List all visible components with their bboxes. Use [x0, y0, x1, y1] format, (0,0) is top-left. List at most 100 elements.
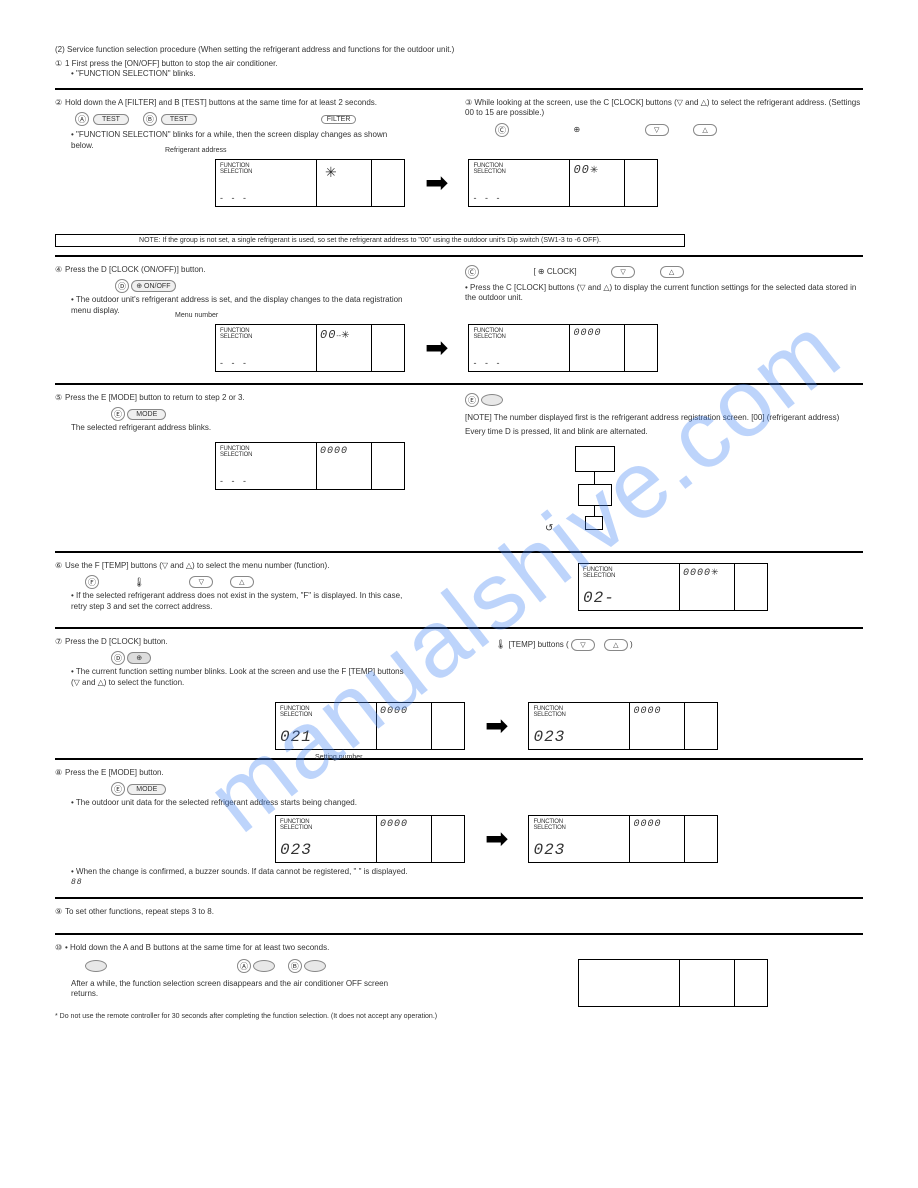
footer-note: * Do not use the remote controller for 3…	[55, 1013, 863, 1020]
step7-text2: • The current function setting number bl…	[71, 667, 411, 688]
step-num-1: ①	[55, 59, 62, 68]
step10-text3: After a while, the function selection sc…	[71, 979, 411, 1000]
lcd-display-4: FUNCTION SELECTION - - - 0000	[468, 324, 658, 372]
step8-text: Press the E [MODE] button.	[65, 768, 405, 778]
clock-icon: ⊕	[573, 125, 580, 134]
lcd-display-8: FUNCTION SELECTION 023 0000	[528, 702, 718, 750]
step7-text: Press the D [CLOCK] button.	[65, 637, 405, 647]
step2-text2: • "FUNCTION SELECTION" blinks for a whil…	[71, 130, 411, 151]
divider	[55, 758, 863, 760]
step-num-10: ⑩	[55, 943, 62, 952]
arrow-icon: ➡	[485, 822, 508, 855]
step8-text2: • The outdoor unit data for the selected…	[71, 798, 411, 808]
lcd-display-1: FUNCTION SELECTION - - - ✳	[215, 159, 405, 207]
button-marker-f: Ⓕ	[85, 575, 99, 589]
down-button-4[interactable]: ▽	[571, 639, 595, 651]
step1-block: ① 1 First press the [ON/OFF] button to s…	[55, 59, 863, 80]
button-marker-c2: Ⓒ	[465, 265, 479, 279]
step5-right: Ⓔ [NOTE] The number displayed first is t…	[465, 393, 839, 536]
arrow-icon: ➡	[425, 331, 448, 364]
down-button-3[interactable]: ▽	[189, 576, 213, 588]
up-button-4[interactable]: △	[604, 639, 628, 651]
step1-sub: • "FUNCTION SELECTION" blinks.	[71, 69, 411, 79]
step5-block: ⑤ Press the E [MODE] button to return to…	[55, 393, 863, 543]
divider	[55, 551, 863, 553]
step4-right: Ⓒ [ ⊕ CLOCK] ▽ △ • Press the C [CLOCK] b…	[465, 265, 863, 304]
step-num-5: ⑤	[55, 393, 62, 402]
button-marker-a2: Ⓐ	[237, 959, 251, 973]
down-button-2[interactable]: ▽	[611, 266, 635, 278]
step2-block: ② Hold down the A [FILTER] and B [TEST] …	[55, 98, 863, 228]
step4-text: Press the D [CLOCK (ON/OFF)] button.	[65, 265, 405, 275]
step5-text: Press the E [MODE] button to return to s…	[65, 393, 405, 403]
step4-right-text: • Press the C [CLOCK] buttons (▽ and △) …	[465, 283, 863, 304]
button-marker-b2: Ⓑ	[288, 959, 302, 973]
lead-label-2: Menu number	[175, 312, 218, 319]
oval-button-a[interactable]	[85, 960, 107, 972]
oval-button-3[interactable]	[304, 960, 326, 972]
step5-sub: Every time D is pressed, lit and blink a…	[465, 427, 839, 437]
onoff-button[interactable]: ⊕ ON/OFF	[131, 280, 175, 292]
lcd-display-7: FUNCTION SELECTION 021 0000	[275, 702, 465, 750]
filter-button[interactable]: FILTER	[321, 115, 357, 124]
step4-text2: • The outdoor unit's refrigerant address…	[71, 295, 411, 316]
step1-text: 1 First press the [ON/OFF] button to sto…	[65, 59, 405, 69]
button-marker-a: Ⓐ	[75, 112, 89, 126]
up-button-2[interactable]: △	[660, 266, 684, 278]
step-num-9: ⑨	[55, 907, 62, 916]
step4-block: ④ Press the D [CLOCK (ON/OFF)] button. Ⓓ…	[55, 265, 863, 375]
divider	[55, 933, 863, 935]
lcd-display-3: FUNCTION SELECTION - - - 00--✳	[215, 324, 405, 372]
step-num-7: ⑦	[55, 637, 62, 646]
step10-block: ⑩ • Hold down the A and B buttons at the…	[55, 943, 863, 1003]
step2-text: Hold down the A [FILTER] and B [TEST] bu…	[65, 98, 405, 108]
step5-text2: The selected refrigerant address blinks.	[71, 423, 411, 433]
test-button-2[interactable]: TEST	[161, 114, 197, 125]
up-button-3[interactable]: △	[230, 576, 254, 588]
clock-label: [ ⊕ CLOCK]	[533, 267, 576, 276]
lcd-display-2: FUNCTION SELECTION - - - 00✳	[468, 159, 658, 207]
lcd-func-label: FUNCTION SELECTION	[220, 163, 312, 175]
step9-text: To set other functions, repeat steps 3 t…	[65, 907, 405, 917]
temp-buttons-label: 🌡 [TEMP] buttons ( ▽ △ )	[495, 639, 633, 651]
mode-button-2[interactable]: MODE	[127, 784, 166, 795]
divider	[55, 383, 863, 385]
test-button-1[interactable]: TEST	[93, 114, 129, 125]
step-num-6: ⑥	[55, 561, 62, 570]
button-marker-c: Ⓒ	[495, 123, 509, 137]
divider	[55, 88, 863, 90]
step6-text2: • If the selected refrigerant address do…	[71, 591, 411, 612]
lcd-dashes: - - -	[220, 193, 312, 203]
step10-text2: • Hold down the A and B buttons at the s…	[65, 943, 405, 953]
lcd-display-6: FUNCTION SELECTION 02- 0000✳	[578, 563, 768, 611]
lcd-display-final	[578, 959, 768, 1007]
lead-setting: Setting number	[315, 754, 362, 761]
button-marker-e2: Ⓔ	[465, 393, 479, 407]
step6-block: ⑥ Use the F [TEMP] buttons (▽ and △) to …	[55, 561, 863, 619]
button-marker-d: Ⓓ	[115, 279, 129, 293]
up-button[interactable]: △	[693, 124, 717, 136]
button-marker-e3: Ⓔ	[111, 782, 125, 796]
divider	[55, 897, 863, 899]
mode-button[interactable]: MODE	[127, 409, 166, 420]
step5-note: [NOTE] The number displayed first is the…	[465, 413, 839, 423]
lcd-display-5: FUNCTION SELECTION - - - 0000	[215, 442, 405, 490]
step-num-4: ④	[55, 265, 62, 274]
down-button[interactable]: ▽	[645, 124, 669, 136]
oval-button-2[interactable]	[253, 960, 275, 972]
arrow-icon: ➡	[485, 709, 508, 742]
step7-block: ⑦ Press the D [CLOCK] button. Ⓓ ⊕ • The …	[55, 637, 863, 750]
button-marker-d2: Ⓓ	[111, 651, 125, 665]
oval-button[interactable]	[481, 394, 503, 406]
step9-block: ⑨ To set other functions, repeat steps 3…	[55, 907, 863, 925]
step8-block: ⑧ Press the E [MODE] button. Ⓔ MODE • Th…	[55, 768, 863, 889]
swirl-icon: ↺	[545, 522, 553, 535]
flow-box-1	[575, 446, 615, 472]
lcd-display-10: FUNCTION SELECTION 023 0000	[528, 815, 718, 863]
divider	[55, 255, 863, 257]
lcd-display-9: FUNCTION SELECTION 023 0000	[275, 815, 465, 863]
temp-icon: 🌡	[133, 577, 144, 588]
step8-text3: • When the change is confirmed, a buzzer…	[71, 867, 411, 889]
clock-button[interactable]: ⊕	[127, 652, 151, 664]
step-num-3: ③	[465, 98, 472, 107]
